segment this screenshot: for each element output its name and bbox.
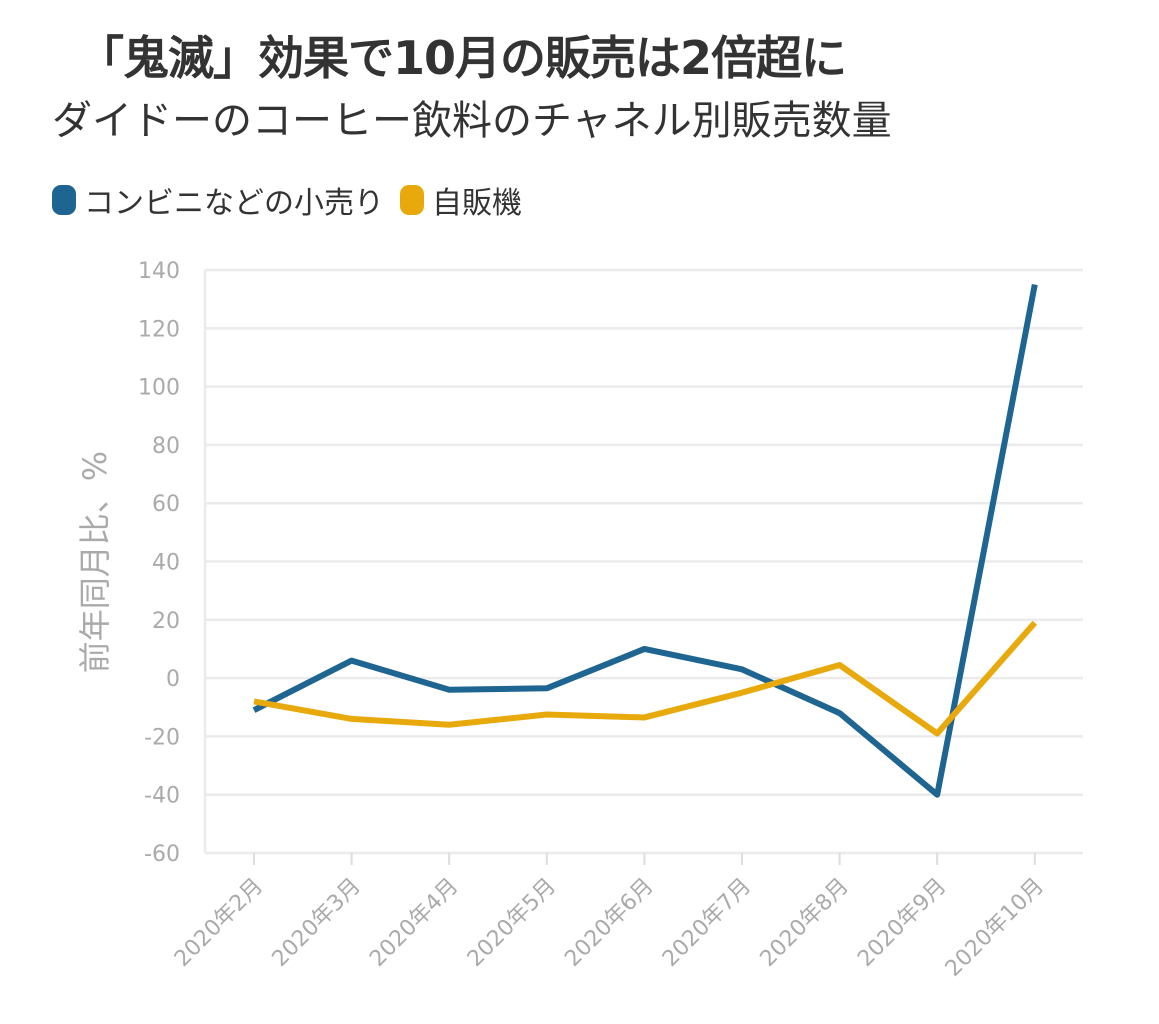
y-tick-label: 140 bbox=[138, 259, 180, 284]
x-tick-label: 2020年5月 bbox=[463, 874, 561, 972]
x-tick-label: 2020年2月 bbox=[170, 874, 268, 972]
data-point-0-1 bbox=[349, 658, 355, 664]
x-tick-label: 2020年6月 bbox=[560, 874, 658, 972]
y-tick-label: 80 bbox=[152, 434, 180, 459]
legend-item-vending: 自販機 bbox=[400, 178, 522, 222]
data-point-1-5 bbox=[739, 690, 745, 696]
data-point-0-7 bbox=[934, 792, 940, 798]
data-point-1-2 bbox=[446, 722, 452, 728]
y-tick-label: 100 bbox=[138, 376, 180, 401]
data-point-0-8 bbox=[1032, 282, 1038, 288]
y-tick-label: -60 bbox=[144, 842, 180, 867]
data-point-1-4 bbox=[641, 714, 647, 720]
x-tick-label: 2020年4月 bbox=[365, 874, 463, 972]
series-line-1 bbox=[253, 620, 1038, 737]
data-point-0-2 bbox=[446, 687, 452, 693]
legend-swatch-retail bbox=[52, 185, 76, 215]
y-tick-label: -40 bbox=[144, 784, 180, 809]
data-point-0-4 bbox=[641, 646, 647, 652]
data-point-1-3 bbox=[544, 712, 550, 718]
grid-layer bbox=[205, 268, 1083, 855]
data-point-0-6 bbox=[837, 710, 843, 716]
y-tick-label: 60 bbox=[152, 492, 180, 517]
data-point-1-8 bbox=[1032, 620, 1038, 626]
y-tick-label: 0 bbox=[166, 667, 180, 692]
data-point-0-3 bbox=[544, 685, 550, 691]
data-point-0-5 bbox=[739, 666, 745, 672]
y-tick-label: 20 bbox=[152, 609, 180, 634]
y-axis-title: 前年同月比、% bbox=[76, 451, 114, 673]
x-tick-label: 2020年8月 bbox=[756, 874, 854, 972]
x-tick-label: 2020年10月 bbox=[941, 874, 1049, 982]
data-point-1-1 bbox=[349, 716, 355, 722]
chart-title: 「鬼滅」効果で10月の販売は2倍超に bbox=[78, 31, 847, 85]
legend: コンビニなどの小売り 自販機 bbox=[52, 178, 538, 222]
y-tick-label: -20 bbox=[144, 725, 180, 750]
y-tick-label: 40 bbox=[152, 551, 180, 576]
data-point-1-6 bbox=[837, 662, 843, 668]
data-point-1-7 bbox=[934, 730, 940, 736]
legend-item-retail: コンビニなどの小売り bbox=[52, 178, 384, 222]
x-tick-label: 2020年3月 bbox=[268, 874, 366, 972]
legend-label-retail: コンビニなどの小売り bbox=[84, 186, 384, 221]
data-point-1-0 bbox=[251, 698, 257, 704]
chart-subtitle: ダイドーのコーヒー飲料のチャネル別販売数量 bbox=[52, 98, 892, 144]
series-line-0 bbox=[252, 284, 1038, 798]
series-layer bbox=[251, 282, 1038, 798]
y-tick-label: 120 bbox=[138, 317, 180, 342]
x-tick-label: 2020年7月 bbox=[658, 874, 756, 972]
data-point-0-0 bbox=[251, 707, 257, 713]
x-tick-label: 2020年9月 bbox=[853, 874, 951, 972]
legend-label-vending: 自販機 bbox=[432, 186, 522, 221]
legend-swatch-vending bbox=[400, 185, 424, 215]
